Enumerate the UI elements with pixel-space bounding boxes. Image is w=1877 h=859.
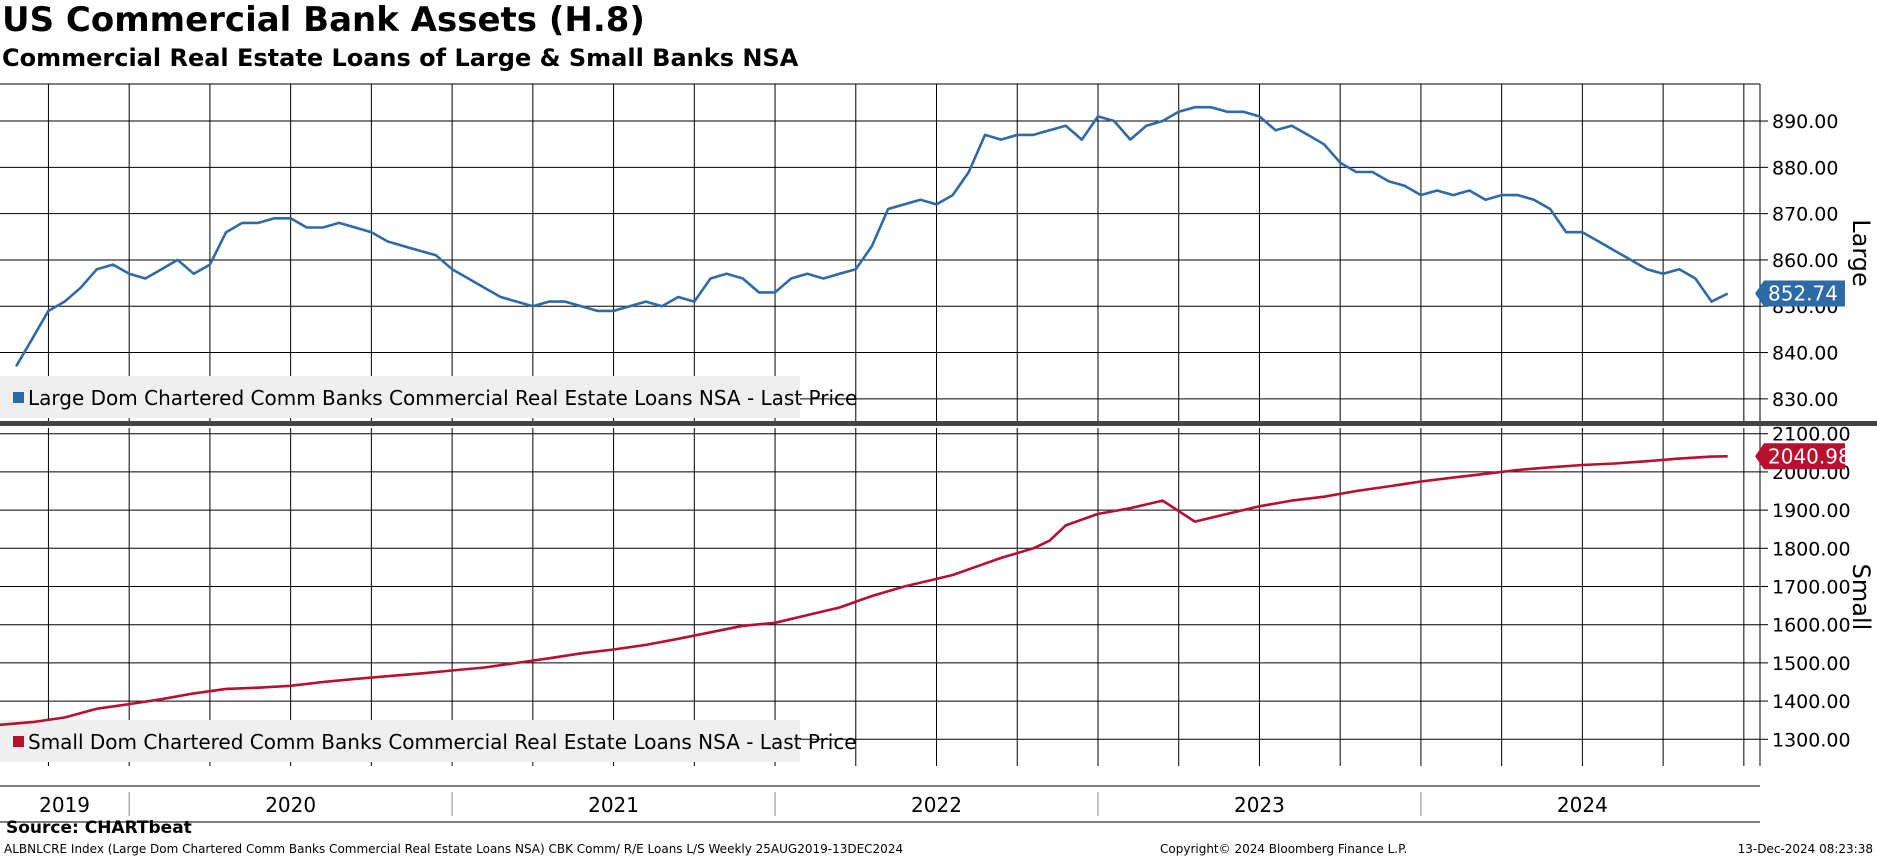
last-value-tag-small: 2040.98: [1755, 443, 1851, 470]
legend-small: Small Dom Chartered Comm Banks Commercia…: [0, 720, 857, 762]
y-tick-label-small: 1800.00: [1772, 538, 1851, 560]
y-axis-title-small: Small: [1847, 564, 1875, 631]
y-tick-label-large: 860.00: [1772, 250, 1838, 272]
series-line-large: [14, 105, 1729, 368]
chart-subtitle: Commercial Real Estate Loans of Large & …: [2, 44, 799, 72]
x-tick-label: 2022: [911, 793, 962, 817]
x-tick-label: 2020: [265, 793, 316, 817]
y-tick-label-small: 1600.00: [1772, 615, 1851, 637]
x-tick-label: 2023: [1234, 793, 1285, 817]
copyright: Copyright© 2024 Bloomberg Finance L.P.: [1160, 842, 1408, 856]
x-tick-label: 2019: [39, 793, 90, 817]
x-tick-label: 2021: [588, 793, 639, 817]
y-tick-label-small: 1300.00: [1772, 729, 1851, 751]
y-tick-label-large: 890.00: [1772, 111, 1838, 133]
y-axis-small: 2100.002000.001900.001800.001700.001600.…: [1760, 424, 1851, 751]
y-tick-label-small: 1500.00: [1772, 653, 1851, 675]
chart-title: US Commercial Bank Assets (H.8): [2, 0, 645, 40]
y-tick-label-large: 880.00: [1772, 157, 1838, 179]
index-info: ALBNLCRE Index (Large Dom Chartered Comm…: [4, 842, 904, 856]
grid-top: [0, 84, 1760, 422]
last-value-tag-large: 852.74: [1755, 280, 1845, 307]
y-tick-label-small: 1400.00: [1772, 691, 1851, 713]
y-tick-label-small: 1900.00: [1772, 500, 1851, 522]
timestamp: 13-Dec-2024 08:23:38: [1737, 842, 1873, 856]
series-small-group: [0, 455, 1728, 727]
legend-small-label: Small Dom Chartered Comm Banks Commercia…: [28, 730, 857, 754]
last-value-label: 852.74: [1768, 282, 1838, 306]
y-axis-large: 890.00880.00870.00860.00850.00840.00830.…: [1760, 111, 1838, 411]
source-note: Source: CHARTbeat: [6, 818, 192, 838]
legend-large: Large Dom Chartered Comm Banks Commercia…: [0, 376, 857, 418]
y-tick-label-large: 870.00: [1772, 204, 1838, 226]
series-large-group: [14, 105, 1729, 368]
chart-frame: [0, 83, 1877, 823]
series-line-small: [0, 455, 1728, 727]
legend-large-label: Large Dom Chartered Comm Banks Commercia…: [28, 386, 857, 410]
y-axis-title-large: Large: [1847, 219, 1875, 287]
last-value-label: 2040.98: [1768, 444, 1851, 468]
y-tick-label-small: 1700.00: [1772, 576, 1851, 598]
y-tick-label-small: 2100.00: [1772, 424, 1851, 446]
x-axis-labels: 2019 2020 2021 2022 2023 2024: [39, 792, 1608, 817]
grid-bottom: [0, 428, 1760, 766]
y-tick-label-large: 830.00: [1772, 389, 1838, 411]
x-tick-label: 2024: [1557, 793, 1608, 817]
y-tick-label-large: 840.00: [1772, 343, 1838, 365]
